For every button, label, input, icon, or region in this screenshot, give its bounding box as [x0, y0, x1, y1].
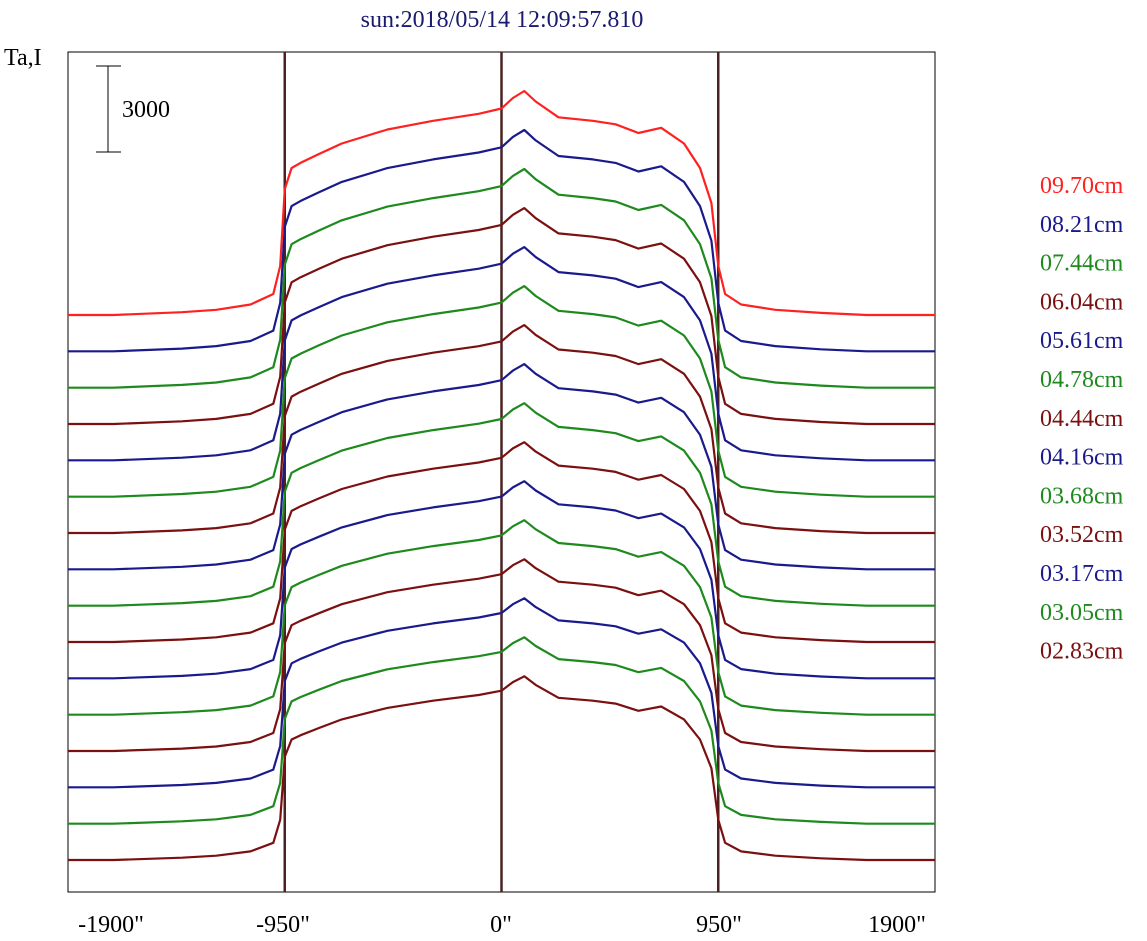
legend-item-3: 06.04cm	[1040, 289, 1124, 315]
chart-title: sun:2018/05/14 12:09:57.810	[361, 7, 644, 33]
legend-item-7: 04.16cm	[1040, 445, 1124, 471]
series-line-4	[68, 246, 935, 462]
x-tick-label-0: -1900"	[78, 912, 144, 938]
x-tick-label-3: 950"	[696, 912, 742, 938]
series-line-13	[68, 597, 935, 789]
y-axis-label: Ta,I	[4, 45, 42, 71]
series-line-2	[68, 167, 935, 389]
legend-item-2: 07.44cm	[1040, 251, 1124, 277]
series-line-15	[68, 675, 935, 862]
series-line-14	[68, 636, 935, 825]
series-line-6	[68, 324, 935, 535]
x-tick-label-1: -950"	[256, 912, 310, 938]
legend-item-1: 08.21cm	[1040, 212, 1124, 238]
series-line-1	[68, 128, 935, 353]
legend-item-9: 03.52cm	[1040, 522, 1124, 548]
legend-item-12: 02.83cm	[1040, 639, 1124, 665]
series-group	[68, 89, 935, 862]
legend-item-4: 05.61cm	[1040, 328, 1124, 354]
series-line-12	[68, 558, 935, 753]
series-line-7	[68, 363, 935, 571]
legend-item-11: 03.05cm	[1040, 600, 1124, 626]
series-line-9	[68, 441, 935, 644]
series-line-10	[68, 480, 935, 680]
series-line-0	[68, 89, 935, 317]
legend-item-6: 04.44cm	[1040, 406, 1124, 432]
legend: 09.70cm 08.21cm 07.44cm 06.04cm 05.61cm 04.78…	[1040, 173, 1124, 665]
series-line-11	[68, 519, 935, 716]
x-axis-tick-labels: -1900" -950" 0" 950" 1900"	[78, 912, 926, 938]
legend-item-0: 09.70cm	[1040, 173, 1124, 199]
legend-item-10: 03.17cm	[1040, 561, 1124, 587]
legend-item-8: 03.68cm	[1040, 483, 1124, 509]
scale-bar: 3000	[96, 65, 170, 153]
series-line-3	[68, 207, 935, 426]
x-tick-label-4: 1900"	[868, 912, 926, 938]
scale-bar-label: 3000	[122, 97, 170, 123]
series-line-8	[68, 402, 935, 607]
vertical-markers	[283, 52, 720, 892]
legend-item-5: 04.78cm	[1040, 367, 1124, 393]
series-line-5	[68, 285, 935, 498]
x-tick-label-2: 0"	[490, 912, 512, 938]
